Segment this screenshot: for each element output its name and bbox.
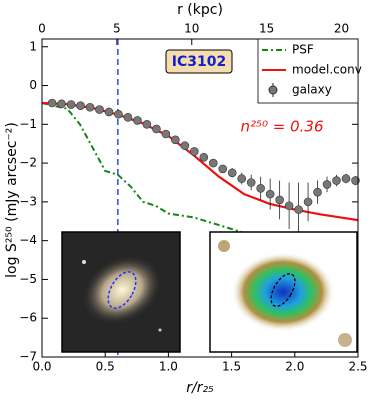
- y-tick-label: −5: [19, 272, 37, 286]
- data-point: [190, 147, 199, 156]
- data-point: [66, 100, 76, 109]
- data-point: [303, 197, 313, 207]
- data-point: [246, 178, 256, 187]
- data-point: [313, 187, 322, 197]
- x2-tick-label: 10: [184, 22, 199, 36]
- plot-border: [41, 38, 359, 358]
- x2-tick-label: 0: [38, 22, 46, 36]
- legend-key: [268, 85, 278, 95]
- data-point: [275, 195, 284, 205]
- data-point: [85, 102, 95, 112]
- data-point: [180, 141, 190, 150]
- data-point: [256, 184, 265, 193]
- x2-tick-label: 5: [113, 22, 121, 36]
- inset-optical: [61, 231, 181, 353]
- data-point: [95, 105, 104, 114]
- data-point: [199, 152, 209, 162]
- data-point: [227, 168, 237, 178]
- data-point: [171, 135, 180, 145]
- data-point: [341, 174, 351, 183]
- data-point: [294, 205, 303, 214]
- x2-tick-label: 20: [334, 22, 349, 36]
- data-point: [104, 107, 114, 117]
- data-point: [208, 158, 218, 168]
- data-point: [265, 189, 275, 199]
- x-tick-label: 1.0: [159, 360, 178, 374]
- inset-spire: [209, 231, 358, 353]
- data-point: [133, 116, 142, 125]
- y-tick-label: −4: [19, 233, 37, 247]
- x-tick-label: 2.5: [348, 360, 367, 374]
- data-point: [152, 124, 161, 134]
- data-point: [351, 176, 360, 185]
- y-tick-label: −3: [19, 194, 37, 208]
- name-box: [165, 49, 233, 74]
- data-point: [237, 174, 247, 183]
- y-tick-label: −6: [19, 311, 37, 325]
- data-point: [142, 120, 152, 129]
- x2-axis-label: r (kpc): [177, 2, 223, 18]
- x-tick-label: 1.5: [222, 360, 241, 374]
- legend-label: galaxy: [292, 83, 332, 97]
- data-point: [123, 113, 133, 122]
- x-axis-label: r/r₂₅: [186, 380, 214, 396]
- legend-label: model.conv: [292, 63, 362, 77]
- data-point: [47, 98, 57, 108]
- data-point: [322, 180, 332, 189]
- data-point: [284, 201, 294, 211]
- data-point: [218, 164, 228, 174]
- sersic-annotation: n²⁵⁰ = 0.36: [240, 118, 323, 136]
- y-tick-label: −7: [19, 350, 37, 364]
- y-tick-label: −2: [19, 156, 37, 170]
- legend-label: PSF: [292, 43, 314, 57]
- x2-tick-label: 15: [259, 22, 274, 36]
- x-tick-label: 2.0: [285, 360, 304, 374]
- galaxy-name: IC3102: [172, 54, 226, 70]
- x-tick-label: 0.0: [32, 360, 51, 374]
- series-line: [41, 102, 358, 246]
- data-point: [161, 129, 171, 139]
- data-point: [57, 99, 66, 109]
- data-point: [76, 101, 85, 111]
- y-axis-label: log S²⁵⁰ (mJy arcsec⁻²): [4, 122, 20, 278]
- y-tick-label: 0: [29, 78, 37, 92]
- x-tick-label: 0.5: [96, 360, 115, 374]
- data-point: [332, 176, 341, 185]
- y-tick-label: −1: [19, 117, 37, 131]
- y-tick-label: 1: [29, 39, 37, 53]
- data-point: [114, 109, 123, 119]
